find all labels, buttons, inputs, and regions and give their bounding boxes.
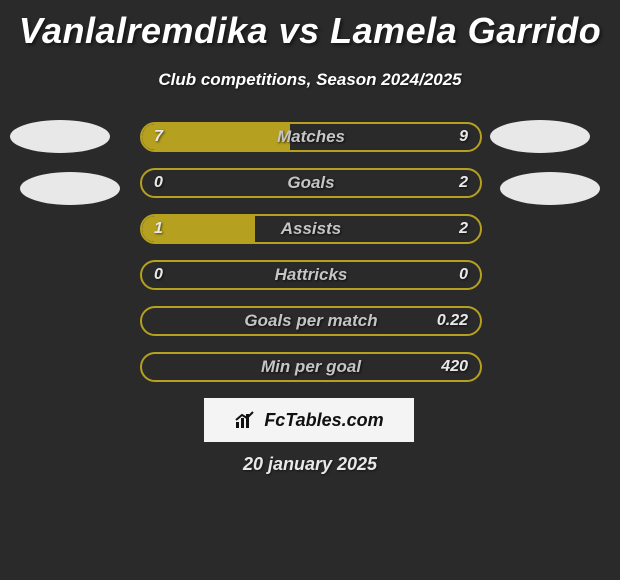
- stat-value-left: 0: [154, 266, 163, 284]
- brand-badge[interactable]: FcTables.com: [204, 398, 414, 442]
- stat-bar: Min per goal420: [140, 352, 482, 382]
- player2-badge-bottom: [500, 172, 600, 205]
- stat-value-left: 7: [154, 128, 163, 146]
- stat-label: Matches: [142, 127, 480, 147]
- comparison-card: Vanlalremdika vs Lamela Garrido Club com…: [0, 0, 620, 580]
- stat-value-right: 2: [459, 174, 468, 192]
- stat-bar: Hattricks0 0: [140, 260, 482, 290]
- stat-bar: Assists1 2: [140, 214, 482, 244]
- date-label: 20 january 2025: [0, 454, 620, 475]
- stat-value-right: 420: [441, 358, 468, 376]
- stat-bar: Goals0 2: [140, 168, 482, 198]
- stat-bar: Goals per match0.22: [140, 306, 482, 336]
- stat-value-right: 2: [459, 220, 468, 238]
- stat-value-right: 0.22: [437, 312, 468, 330]
- stat-bar: Matches7 9: [140, 122, 482, 152]
- stat-label: Hattricks: [142, 265, 480, 285]
- stat-value-left: 1: [154, 220, 163, 238]
- player2-badge-top: [490, 120, 590, 153]
- stat-value-right: 0: [459, 266, 468, 284]
- stat-label: Assists: [142, 219, 480, 239]
- subtitle: Club competitions, Season 2024/2025: [0, 70, 620, 90]
- brand-text: FcTables.com: [264, 410, 383, 431]
- stat-bars: Matches79Goals02Assists12Hattricks00Goal…: [140, 122, 482, 398]
- stat-value-right: 9: [459, 128, 468, 146]
- stat-label: Goals per match: [142, 311, 480, 331]
- page-title: Vanlalremdika vs Lamela Garrido: [0, 0, 620, 52]
- stat-label: Goals: [142, 173, 480, 193]
- stat-label: Min per goal: [142, 357, 480, 377]
- player1-badge-bottom: [20, 172, 120, 205]
- stat-value-left: 0: [154, 174, 163, 192]
- chart-icon: [234, 410, 258, 430]
- player1-badge-top: [10, 120, 110, 153]
